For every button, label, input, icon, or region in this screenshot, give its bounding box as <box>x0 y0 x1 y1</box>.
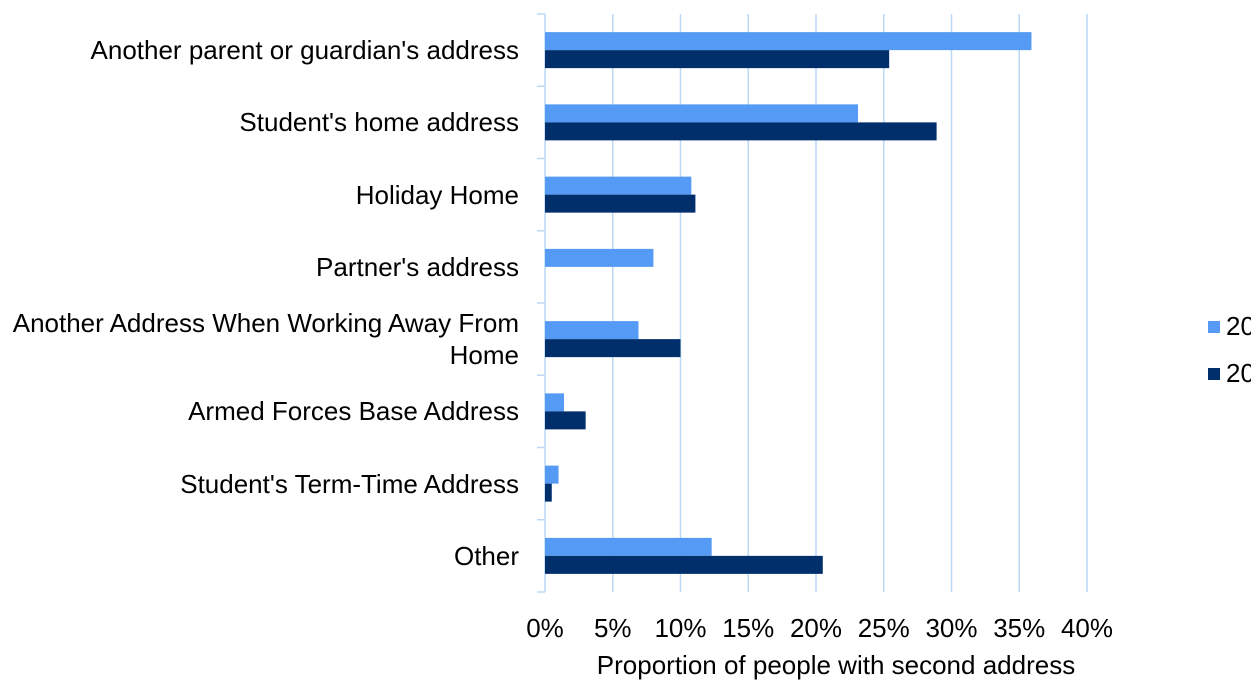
y-tick-label: Another Address When Working Away From H… <box>12 308 519 371</box>
y-tick-label: Partner's address <box>316 251 519 282</box>
x-tick-label: 25% <box>858 613 910 643</box>
y-tick-label: Holiday Home <box>355 179 519 210</box>
x-tick-label: 30% <box>925 613 977 643</box>
x-tick-label: 5% <box>594 613 632 643</box>
bar <box>545 393 564 412</box>
x-tick-label: 0% <box>526 613 564 643</box>
bar <box>545 122 937 141</box>
x-tick-label: 20% <box>790 613 842 643</box>
bar <box>545 555 823 574</box>
x-tick-label: 10% <box>654 613 706 643</box>
y-tick-label: Other <box>453 540 519 571</box>
y-tick-label: Student's Term-Time Address <box>180 468 519 499</box>
bar <box>545 537 712 556</box>
bar <box>545 50 890 69</box>
bar <box>545 321 639 340</box>
legend-swatch <box>1208 321 1220 333</box>
bar <box>545 194 696 213</box>
x-tick-label: 35% <box>993 613 1045 643</box>
bar <box>545 248 654 267</box>
legend-label: 2021 <box>1226 311 1251 341</box>
bar <box>545 176 692 195</box>
bar <box>545 339 681 358</box>
legend-swatch <box>1208 368 1220 380</box>
bar <box>545 465 559 484</box>
y-tick-label: Student's home address <box>239 107 519 138</box>
x-axis-title: Proportion of people with second address <box>597 650 1075 680</box>
y-tick-label: Another parent or guardian's address <box>90 35 519 66</box>
y-tick-label: Armed Forces Base Address <box>188 396 519 427</box>
x-tick-label: 40% <box>1061 613 1113 643</box>
x-tick-label: 15% <box>722 613 774 643</box>
bar <box>545 32 1032 51</box>
bar <box>545 411 586 430</box>
legend-label: 2011 <box>1226 358 1251 388</box>
bar <box>545 483 552 502</box>
bar <box>545 104 859 123</box>
